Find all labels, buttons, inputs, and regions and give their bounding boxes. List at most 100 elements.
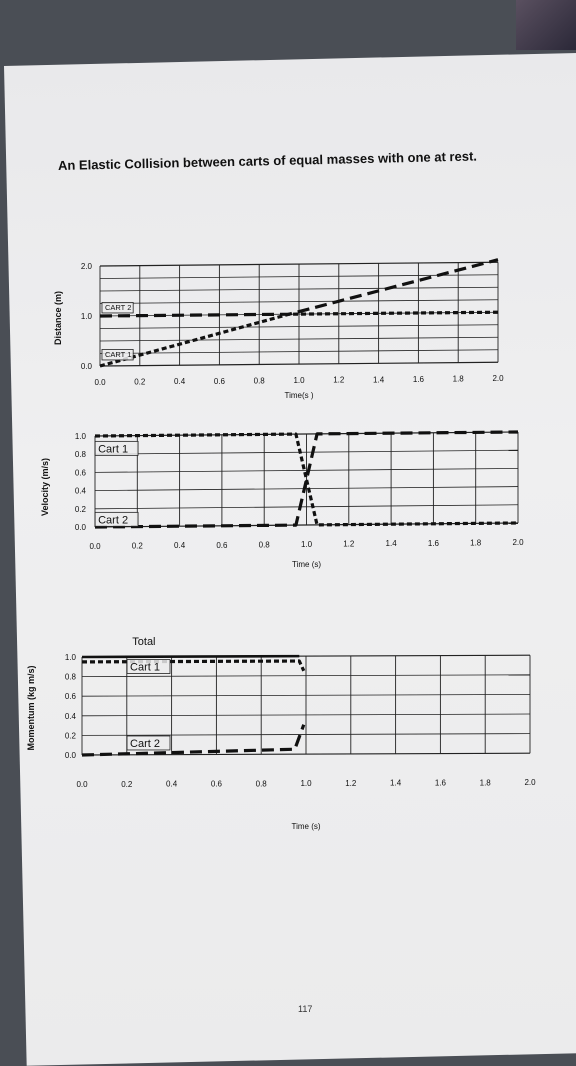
grid-line-horizontal bbox=[99, 274, 499, 279]
x-tick-label: 0.2 bbox=[132, 542, 144, 551]
x-tick-label: 1.2 bbox=[345, 779, 357, 788]
series-line-2 bbox=[99, 258, 499, 318]
annotation-text: Cart 2 bbox=[130, 738, 160, 750]
annotation-label: Cart 2 bbox=[126, 735, 171, 751]
annotation-label: Total bbox=[132, 636, 155, 648]
x-tick-label: 2.0 bbox=[524, 778, 536, 787]
y-tick-label: 0.0 bbox=[81, 362, 93, 371]
x-tick-label: 0.0 bbox=[94, 378, 106, 387]
photo-scene: An Elastic Collision between carts of eq… bbox=[4, 0, 576, 1066]
x-tick-label: 0.8 bbox=[256, 779, 268, 788]
annotation-box bbox=[126, 659, 171, 674]
distance-chart: 0.0 0.2 0.4 0.6 0.8 1.0 1.2 1.4 1.6 1.8 2.0 0.0 1.0 2… bbox=[53, 258, 504, 400]
annotation-text: Cart 1 bbox=[98, 443, 128, 455]
x-tick-label: 0.0 bbox=[89, 542, 101, 551]
y-tick-label: 1.0 bbox=[81, 312, 93, 321]
x-tick-label: 1.6 bbox=[428, 539, 440, 548]
annotation-text: CART 1 bbox=[105, 350, 131, 359]
annotation-text: Total bbox=[132, 636, 155, 648]
series-line-1 bbox=[94, 432, 519, 527]
y-axis-label: Velocity (m/s) bbox=[40, 458, 50, 516]
annotation-box bbox=[126, 735, 171, 751]
page-number: 117 bbox=[298, 1004, 313, 1014]
grid-line-horizontal bbox=[81, 713, 531, 717]
x-tick-label: 0.2 bbox=[121, 780, 133, 789]
x-tick-label: 1.0 bbox=[300, 779, 312, 788]
grid-line-horizontal bbox=[81, 674, 531, 677]
annotation-label: Cart 1 bbox=[94, 440, 139, 456]
grid-line-horizontal bbox=[94, 449, 519, 455]
grid-line-horizontal bbox=[81, 733, 531, 736]
y-tick-label: 0.8 bbox=[75, 450, 87, 459]
grid-line-horizontal bbox=[99, 324, 499, 329]
x-tick-label: 1.0 bbox=[293, 376, 305, 385]
pen-object bbox=[516, 0, 576, 50]
annotation-label: CART 2 bbox=[101, 302, 134, 314]
x-axis-label: Time(s ) bbox=[284, 391, 313, 400]
annotation-text: Cart 2 bbox=[98, 514, 128, 526]
x-tick-label: 2.0 bbox=[512, 538, 524, 547]
annotation-box bbox=[101, 302, 134, 314]
y-axis-label: Momentum (kg m/s) bbox=[26, 665, 36, 750]
grid-line-horizontal bbox=[94, 467, 519, 473]
x-tick-label: 0.4 bbox=[174, 377, 186, 386]
annotation-label: CART 1 bbox=[101, 349, 134, 361]
x-tick-label: 2.0 bbox=[492, 374, 504, 383]
y-tick-label: 0.4 bbox=[75, 487, 87, 496]
series-line-2 bbox=[94, 430, 519, 529]
y-tick-label: 2.0 bbox=[81, 262, 93, 271]
annotation-box bbox=[94, 440, 139, 456]
annotation-box bbox=[94, 511, 139, 527]
annotation-text: CART 2 bbox=[105, 303, 131, 312]
grid-line-horizontal bbox=[94, 504, 519, 510]
series-line-3 bbox=[81, 724, 306, 757]
x-tick-label: 0.0 bbox=[76, 780, 88, 789]
x-tick-label: 1.2 bbox=[343, 540, 355, 549]
y-tick-label: 0.0 bbox=[65, 751, 77, 760]
y-tick-label: 0.4 bbox=[65, 712, 77, 721]
y-tick-label: 0.2 bbox=[75, 505, 87, 514]
x-tick-label: 0.6 bbox=[214, 377, 226, 386]
momentum-chart: 0.0 0.2 0.4 0.6 0.8 1.0 1.2 1.4 1.6 1.8 2.0 0.0 0.2 0… bbox=[26, 636, 536, 831]
x-axis-label: Time (s) bbox=[291, 822, 320, 831]
grid-line-horizontal bbox=[99, 349, 499, 354]
grid-line-horizontal bbox=[99, 261, 499, 267]
x-tick-label: 1.4 bbox=[390, 779, 402, 788]
grid-line-horizontal bbox=[99, 336, 499, 342]
series-line-1 bbox=[81, 654, 300, 659]
x-tick-label: 1.8 bbox=[480, 778, 492, 787]
grid-line-horizontal bbox=[81, 694, 531, 697]
x-tick-label: 1.4 bbox=[373, 375, 385, 384]
velocity-chart: 0.0 0.2 0.4 0.6 0.8 1.0 1.2 1.4 1.6 1.8 2.0 0.0 0.2 0… bbox=[40, 430, 524, 569]
y-tick-label: 0.6 bbox=[75, 468, 87, 477]
y-tick-label: 1.0 bbox=[75, 432, 87, 441]
x-tick-label: 0.8 bbox=[259, 540, 271, 549]
x-tick-label: 0.6 bbox=[211, 779, 223, 788]
x-tick-label: 1.8 bbox=[453, 375, 465, 384]
y-tick-label: 0.6 bbox=[65, 692, 77, 701]
x-tick-label: 0.8 bbox=[254, 376, 266, 385]
annotation-label: Cart 2 bbox=[94, 511, 139, 527]
x-tick-label: 0.6 bbox=[216, 541, 228, 550]
annotation-text: Cart 1 bbox=[130, 662, 160, 674]
grid-line-horizontal bbox=[81, 752, 531, 756]
y-axis-label: Distance (m) bbox=[53, 291, 63, 345]
grid-line-horizontal bbox=[99, 286, 499, 292]
x-tick-label: 1.6 bbox=[413, 375, 425, 384]
y-tick-label: 0.2 bbox=[65, 731, 77, 740]
x-tick-label: 1.6 bbox=[435, 779, 447, 788]
grid-line-horizontal bbox=[99, 361, 499, 367]
x-tick-label: 0.4 bbox=[174, 541, 186, 550]
series-line-2 bbox=[81, 659, 306, 672]
x-tick-label: 1.2 bbox=[333, 376, 345, 385]
x-tick-label: 0.2 bbox=[134, 378, 146, 387]
x-tick-label: 1.4 bbox=[386, 539, 398, 548]
y-tick-label: 1.0 bbox=[65, 653, 77, 662]
annotation-label: Cart 1 bbox=[126, 659, 171, 674]
x-axis-label: Time (s) bbox=[292, 560, 321, 569]
annotation-box bbox=[101, 349, 134, 361]
x-tick-label: 1.8 bbox=[470, 538, 482, 547]
grid-line-horizontal bbox=[94, 486, 519, 491]
x-tick-label: 1.0 bbox=[301, 540, 313, 549]
y-tick-label: 0.0 bbox=[75, 523, 87, 532]
